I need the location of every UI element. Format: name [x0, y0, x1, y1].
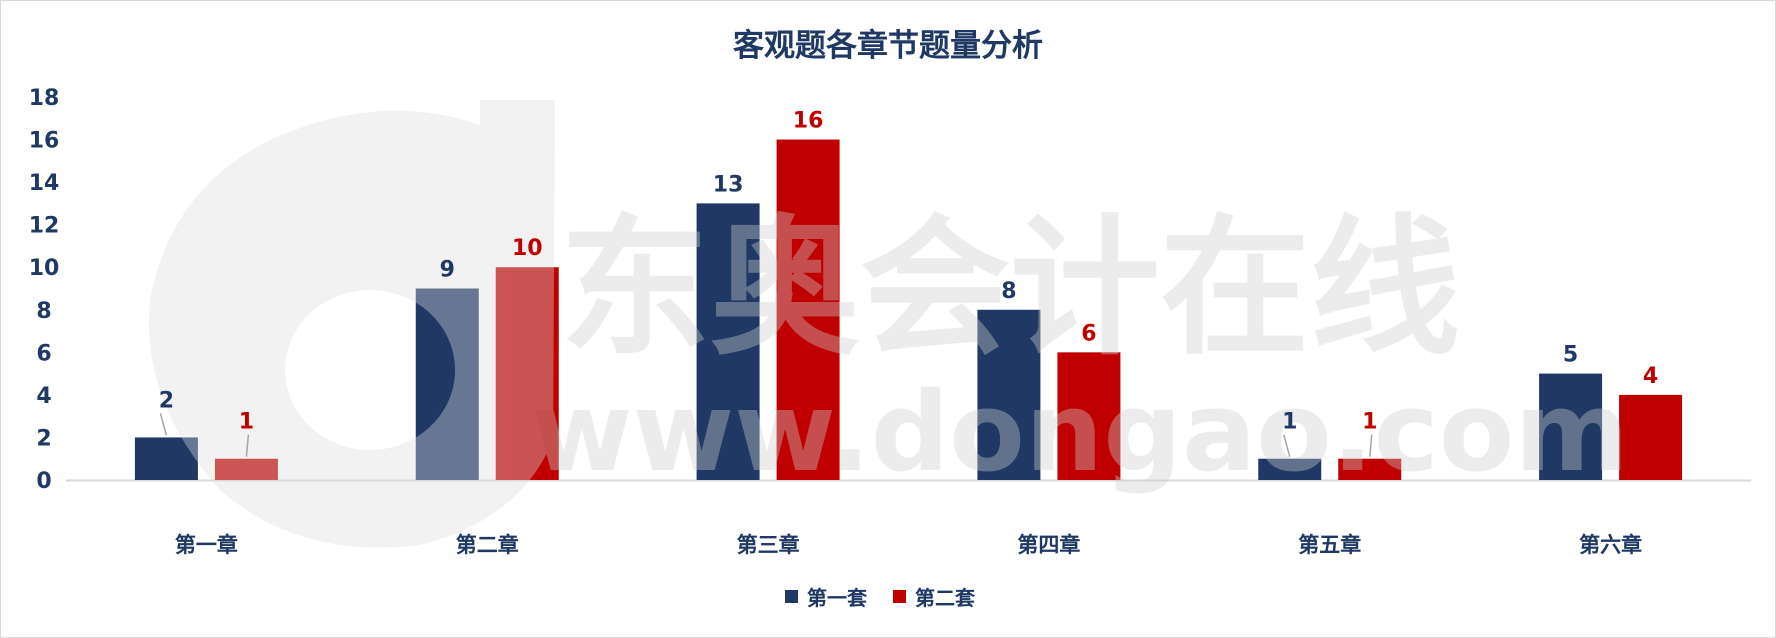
watermark-text-url: www.dongao.com — [531, 368, 1629, 496]
data-label: 1 — [1282, 410, 1297, 435]
data-label: 8 — [1001, 279, 1016, 304]
x-tick-label: 第四章 — [1017, 533, 1080, 557]
bar-1 — [977, 309, 1041, 480]
data-label: 5 — [1563, 343, 1578, 368]
y-tick-label: 18 — [29, 86, 60, 111]
y-tick-label: 2 — [36, 426, 51, 451]
bar-2 — [1057, 352, 1121, 480]
label-leader-line — [245, 434, 250, 457]
bar-1 — [415, 288, 479, 480]
label-leader-line — [1369, 434, 1373, 457]
y-tick-label: 16 — [29, 129, 60, 154]
data-label: 10 — [512, 236, 543, 261]
bar-2 — [1338, 458, 1402, 480]
bar-1 — [696, 203, 760, 480]
data-label: 6 — [1081, 321, 1096, 346]
chart-title: 客观题各章节题量分析 — [733, 28, 1043, 64]
y-tick-label: 10 — [29, 256, 60, 281]
watermark: 东奥会计在线 www.dongao.com — [148, 100, 1629, 548]
bar-1 — [1258, 458, 1322, 480]
data-label: 4 — [1643, 364, 1658, 389]
bars — [134, 139, 1683, 481]
x-tick-label: 第二章 — [456, 533, 519, 557]
data-label: 1 — [239, 410, 254, 435]
label-leader-line — [159, 413, 168, 436]
y-tick-label: 8 — [36, 299, 51, 324]
bar-2 — [214, 458, 278, 480]
legend: 第一套 第二套 — [785, 586, 975, 610]
data-label: 1 — [1362, 410, 1377, 435]
data-label: 16 — [793, 109, 824, 134]
y-tick-label: 0 — [36, 469, 51, 494]
bar-2 — [776, 139, 840, 481]
watermark-text-cn: 东奥会计在线 — [560, 202, 1460, 376]
data-label: 9 — [440, 258, 455, 283]
bar-2 — [1619, 394, 1683, 480]
bar-1 — [134, 437, 198, 480]
data-label: 13 — [713, 172, 744, 197]
bar-1 — [1539, 373, 1603, 480]
y-tick-label: 4 — [36, 384, 51, 409]
label-leader-line — [1283, 434, 1291, 457]
legend-swatch — [893, 590, 906, 603]
x-axis: 第一章 第二章 第三章 第四章 第五章 第六章 — [175, 533, 1642, 557]
legend-swatch — [785, 590, 798, 603]
x-tick-label: 第三章 — [737, 533, 800, 557]
bar-2 — [495, 267, 559, 480]
x-tick-label: 第五章 — [1298, 533, 1361, 557]
logo-d-icon — [148, 100, 555, 548]
data-labels: 2 1 9 10 13 16 8 6 1 1 5 4 — [159, 109, 1658, 457]
x-tick-label: 第一章 — [175, 533, 238, 557]
data-label: 2 — [159, 388, 174, 413]
y-axis: 0 2 4 6 8 10 12 14 16 18 — [29, 86, 60, 494]
y-tick-label: 6 — [36, 341, 51, 366]
y-tick-label: 14 — [29, 171, 60, 196]
x-tick-label: 第六章 — [1579, 533, 1642, 557]
legend-label: 第二套 — [915, 586, 975, 610]
y-tick-label: 12 — [29, 214, 60, 239]
legend-label: 第一套 — [807, 586, 867, 610]
